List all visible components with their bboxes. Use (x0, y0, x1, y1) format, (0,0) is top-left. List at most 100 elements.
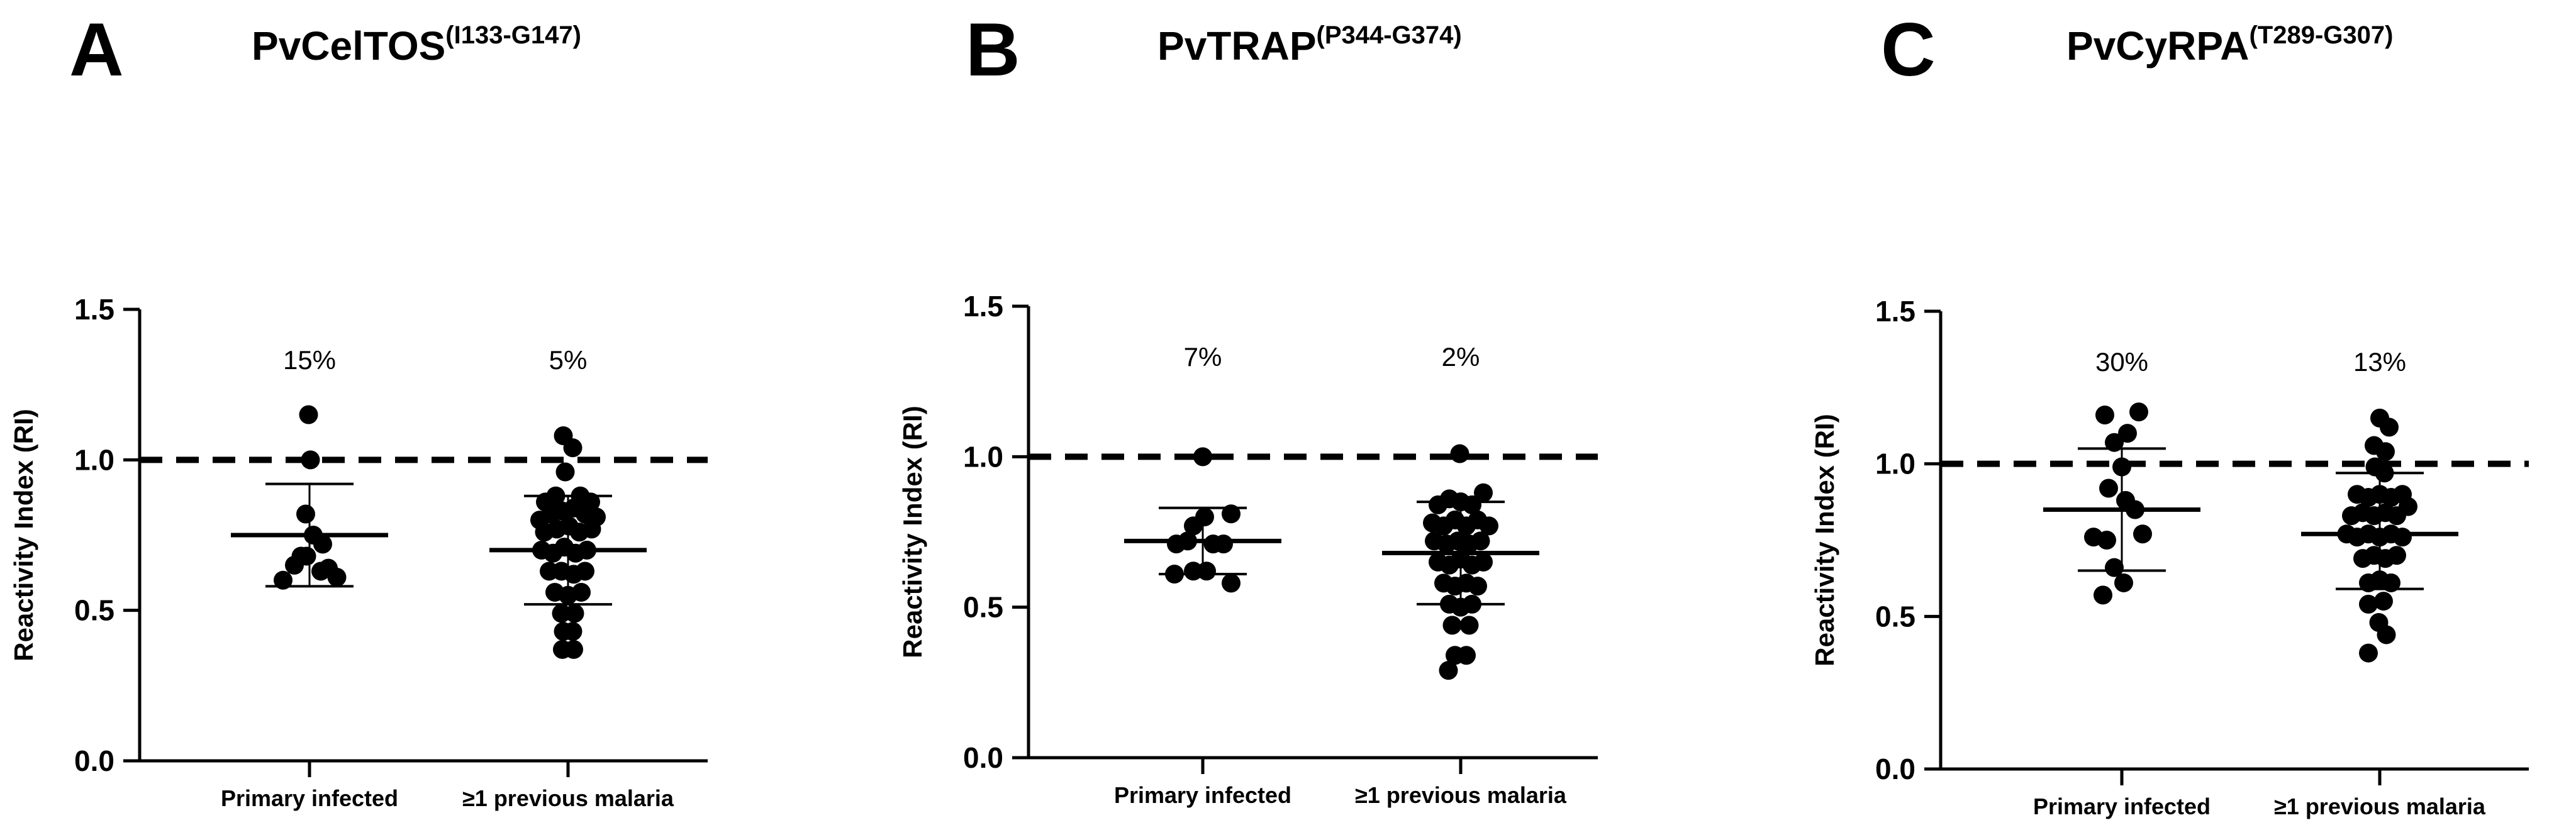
y-tick-label: 1.0 (1875, 448, 1915, 480)
data-point (1193, 447, 1212, 467)
data-point (563, 622, 583, 641)
y-tick-label: 0.0 (1875, 753, 1915, 785)
data-point (1471, 531, 1490, 551)
data-point (2359, 643, 2378, 663)
data-point (1214, 534, 1233, 554)
y-tick-label: 1.0 (963, 440, 1003, 473)
error-bar (1124, 506, 1281, 576)
data-point (555, 462, 575, 482)
error-bar (231, 482, 388, 588)
data-point (2359, 594, 2378, 614)
error-bar (489, 494, 647, 606)
data-point (1480, 516, 1498, 536)
data-point (2377, 625, 2396, 645)
y-tick-label: 0.0 (74, 744, 114, 777)
panel-title: PvCelTOS(I133-G147) (252, 21, 581, 69)
percent-label: 30% (2095, 347, 2148, 377)
y-axis-label: Reactivity Index (RI) (1810, 414, 1839, 666)
data-point (2105, 558, 2124, 577)
data-point (2114, 573, 2133, 592)
x-category-label: ≥1 previous malaria (1355, 782, 1567, 808)
error-bar (2301, 472, 2458, 590)
data-point (2380, 418, 2399, 437)
x-category-label: ≥1 previous malaria (462, 785, 674, 811)
y-tick-label: 1.5 (963, 290, 1003, 323)
error-bar (1382, 501, 1539, 606)
data-point (576, 562, 594, 581)
data-point (2105, 433, 2124, 452)
data-point (2393, 528, 2412, 547)
panel-title-main: PvCyRPA (2066, 23, 2249, 69)
data-point (572, 582, 591, 602)
y-tick-label: 0.5 (74, 594, 114, 627)
data-point (2099, 479, 2118, 498)
data-point (2382, 573, 2400, 592)
panel-letter: B (966, 8, 1020, 92)
percent-label: 2% (1442, 342, 1480, 372)
percent-label: 13% (2353, 347, 2406, 377)
data-point (1463, 495, 1481, 514)
data-point (2376, 442, 2395, 462)
y-axis-label: Reactivity Index (RI) (898, 406, 927, 658)
panel-title: PvCyRPA(T289-G307) (2066, 21, 2393, 69)
x-category-label: ≥1 previous malaria (2274, 794, 2486, 819)
x-category-label: Primary infected (221, 785, 398, 811)
data-point (564, 639, 583, 659)
data-point (2399, 497, 2417, 516)
y-tick-label: 1.0 (74, 443, 114, 476)
data-point (2387, 546, 2406, 565)
data-point (2133, 524, 2152, 544)
panel-title-superscript: (P344-G374) (1317, 21, 1462, 49)
data-point (563, 438, 583, 458)
percent-label: 15% (283, 345, 336, 375)
data-point (1197, 562, 1216, 581)
panel-title-superscript: (I133-G147) (445, 21, 581, 49)
data-point (1457, 646, 1476, 665)
chart-panel-c: C PvCyRPA(T289-G307) 0.0 0.5 1.0 1.5 Reactivit… (1810, 8, 2529, 819)
percent-label: 7% (1184, 342, 1222, 372)
panel-letter: C (1881, 8, 1936, 92)
chart-panel-a: A PvCelTOS(I133-G147) 0.0 0.5 1.0 1.5 Reactivi… (9, 8, 708, 811)
data-point (1450, 444, 1469, 463)
y-tick-label: 1.5 (1875, 295, 1915, 328)
data-point (274, 570, 293, 590)
y-axis-label: Reactivity Index (RI) (9, 409, 38, 661)
panel-title-superscript: (T289-G307) (2249, 21, 2393, 49)
x-category-label: Primary infected (1114, 782, 1291, 808)
data-point (296, 504, 315, 524)
y-tick-label: 0.5 (963, 591, 1003, 624)
data-point (2094, 585, 2112, 605)
data-point (2095, 406, 2114, 425)
y-tick-label: 0.0 (963, 741, 1003, 774)
data-point (1184, 562, 1203, 581)
data-point (2118, 424, 2137, 443)
y-tick-label: 0.5 (1875, 600, 1915, 633)
chart-panel-b: B PvTRAP(P344-G374) 0.0 0.5 1.0 1.5 Reactivity… (898, 8, 1598, 808)
data-point (291, 546, 311, 566)
data-point (582, 519, 601, 539)
data-point (1439, 661, 1458, 680)
data-point (1474, 483, 1493, 502)
panel-title-main: PvCelTOS (252, 23, 445, 69)
x-category-label: Primary infected (2033, 794, 2211, 819)
data-point (2374, 592, 2393, 611)
data-point (565, 604, 584, 623)
data-point (1442, 616, 1462, 635)
y-tick-label: 1.5 (74, 293, 114, 326)
data-point (2097, 531, 2116, 550)
data-point (552, 604, 571, 623)
data-point (319, 558, 338, 578)
data-point (1222, 504, 1241, 524)
error-bar (2043, 447, 2200, 572)
data-point (1195, 507, 1214, 527)
panel-title: PvTRAP(P344-G374) (1157, 21, 1462, 69)
data-point (1474, 552, 1493, 572)
panel-letter: A (69, 8, 124, 92)
panel-title-main: PvTRAP (1157, 23, 1317, 69)
data-point (313, 534, 332, 554)
data-point (301, 450, 320, 470)
data-point (299, 405, 318, 424)
data-point (1459, 616, 1479, 635)
percent-label: 5% (549, 345, 588, 375)
